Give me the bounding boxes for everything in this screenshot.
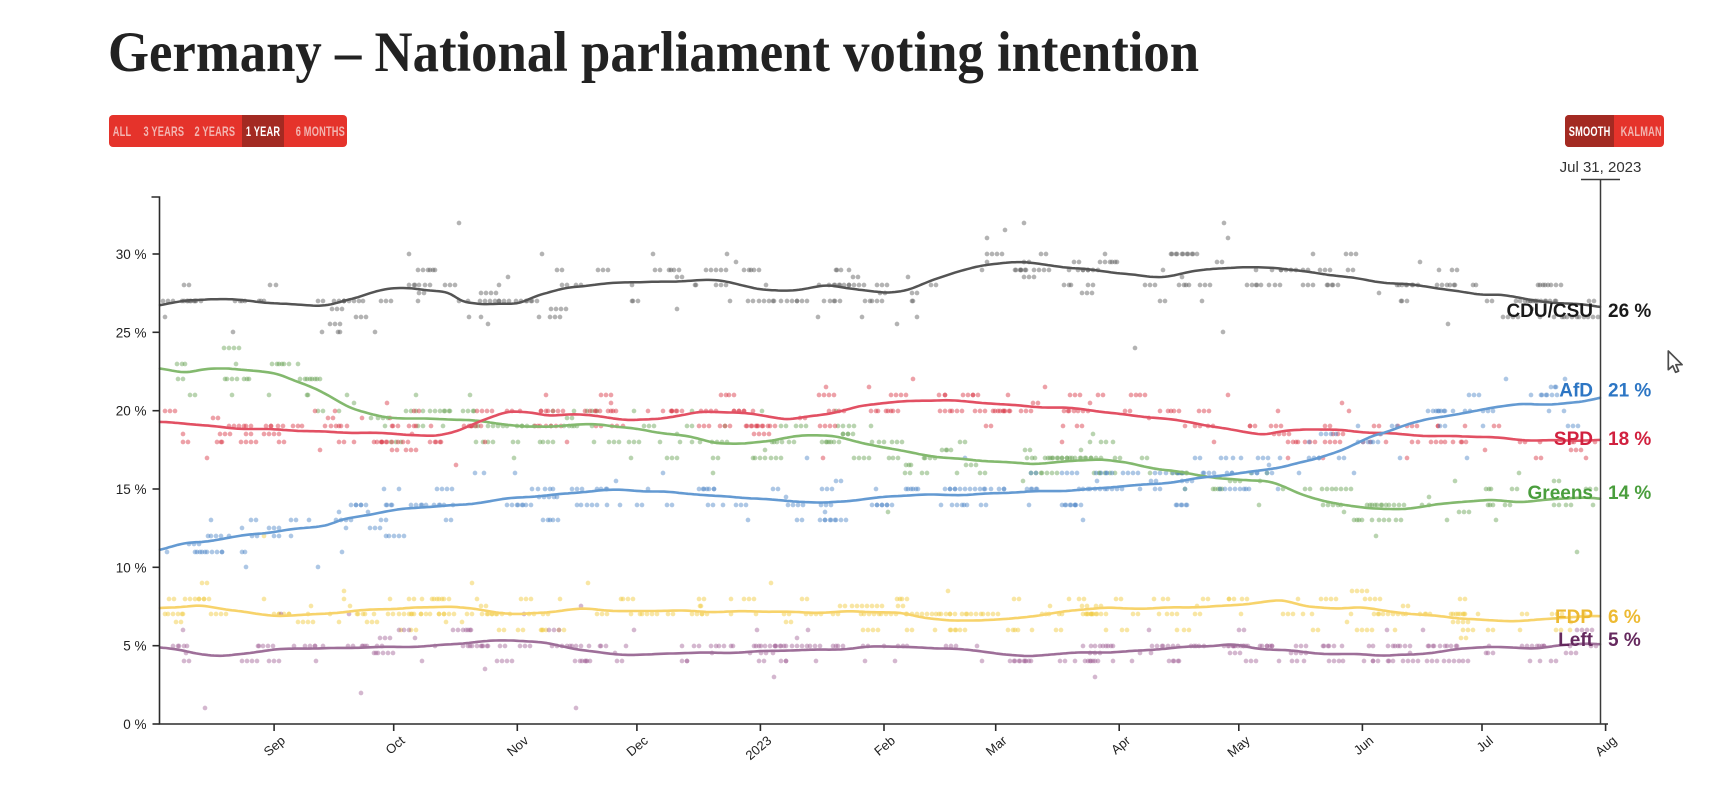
svg-text:10 %: 10 % [116,560,147,575]
svg-text:0 %: 0 % [123,717,146,732]
svg-text:SPD: SPD [1554,429,1593,450]
svg-text:Nov: Nov [504,732,532,759]
svg-text:14 %: 14 % [1608,483,1651,504]
svg-text:15 %: 15 % [116,482,147,497]
svg-text:25 %: 25 % [116,325,147,340]
svg-text:Left: Left [1558,630,1594,651]
svg-text:AfD: AfD [1559,381,1593,402]
svg-text:Sep: Sep [261,733,288,759]
svg-text:May: May [1224,732,1253,760]
svg-text:CDU/CSU: CDU/CSU [1506,301,1593,322]
svg-text:5 %: 5 % [1608,630,1641,651]
svg-text:Aug: Aug [1592,733,1619,759]
svg-text:26 %: 26 % [1608,301,1651,322]
svg-text:Dec: Dec [623,732,651,759]
svg-text:21 %: 21 % [1608,381,1651,402]
svg-text:2023: 2023 [743,733,775,763]
svg-text:Jul: Jul [1474,733,1496,755]
svg-text:Greens: Greens [1528,483,1593,504]
svg-text:30 %: 30 % [116,247,147,262]
svg-text:Jul 31, 2023: Jul 31, 2023 [1560,159,1642,176]
svg-text:Oct: Oct [382,733,407,758]
svg-text:FDP: FDP [1555,607,1593,628]
svg-text:20 %: 20 % [116,404,147,419]
svg-text:18 %: 18 % [1608,429,1651,450]
svg-text:5 %: 5 % [123,639,146,654]
svg-text:Jun: Jun [1351,733,1377,758]
svg-text:Apr: Apr [1108,732,1134,757]
svg-text:Mar: Mar [983,732,1010,758]
svg-text:6 %: 6 % [1608,607,1641,628]
svg-text:Feb: Feb [871,733,898,759]
